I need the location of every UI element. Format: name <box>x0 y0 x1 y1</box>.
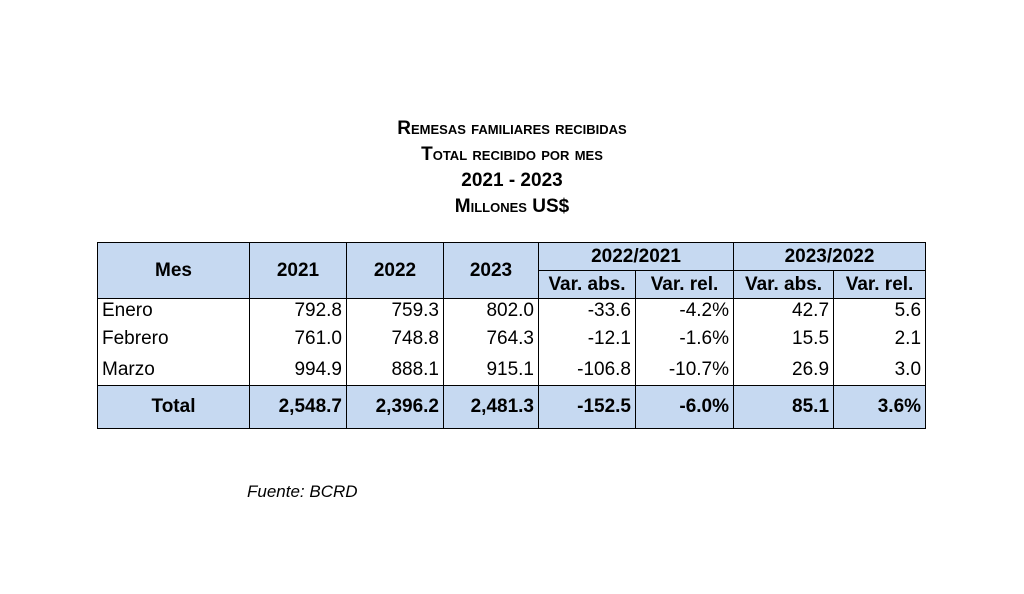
title-line-2: Total recibido por mes <box>421 144 603 165</box>
row-month: Marzo <box>97 354 250 386</box>
table-row: Enero 792.8 759.3 802.0 -33.6 -4.2% 42.7… <box>97 298 927 323</box>
cell-2021: 994.9 <box>249 354 347 386</box>
header-var-rel-2: Var. rel. <box>833 270 927 299</box>
cell-2023: 915.1 <box>443 354 539 386</box>
cell-abs-2: 15.5 <box>733 323 835 354</box>
cell-rel-2: 2.1 <box>833 323 927 354</box>
total-2021: 2,548.7 <box>249 385 347 429</box>
total-2023: 2,481.3 <box>443 385 539 429</box>
cell-rel-2: 5.6 <box>833 298 927 323</box>
header-var-rel-1: Var. rel. <box>634 270 735 299</box>
row-month: Febrero <box>97 323 250 354</box>
total-2022: 2,396.2 <box>346 385 444 429</box>
header-2021: 2021 <box>249 242 347 299</box>
row-month: Enero <box>97 298 250 323</box>
total-label: Total <box>97 385 250 429</box>
total-abs-2: 85.1 <box>733 385 835 429</box>
total-rel-2: 3.6% <box>833 385 927 429</box>
header-group-2023-2022: 2023/2022 <box>733 242 927 271</box>
header-var-abs-2: Var. abs. <box>733 270 835 299</box>
table-row: Febrero 761.0 748.8 764.3 -12.1 -1.6% 15… <box>97 323 927 354</box>
cell-2022: 888.1 <box>346 354 444 386</box>
table-title-block: Remesas familiares recibidas Total recib… <box>0 116 1024 220</box>
header-var-abs-1: Var. abs. <box>538 270 636 299</box>
header-group-2022-2021: 2022/2021 <box>537 242 735 271</box>
source-note: Fuente: BCRD <box>247 482 358 501</box>
cell-2022: 748.8 <box>346 323 444 354</box>
cell-abs-2: 26.9 <box>733 354 835 386</box>
cell-rel-2: 3.0 <box>833 354 927 386</box>
total-abs-1: -152.5 <box>538 385 636 429</box>
header-row-2: Var. abs. Var. rel. Var. abs. Var. rel. <box>98 270 927 299</box>
title-line-1: Remesas familiares recibidas <box>397 118 627 139</box>
cell-rel-1: -4.2% <box>635 298 735 323</box>
cell-2021: 792.8 <box>249 298 347 323</box>
cell-2023: 764.3 <box>443 323 539 354</box>
cell-rel-1: -1.6% <box>635 323 735 354</box>
header-2023: 2023 <box>443 242 539 299</box>
header-mes: Mes <box>97 242 250 299</box>
total-rel-1: -6.0% <box>634 385 735 429</box>
header-row-1: Mes 2021 2022 2023 2022/2021 2023/2022 <box>97 242 927 299</box>
cell-2021: 761.0 <box>249 323 347 354</box>
table-row: Marzo 994.9 888.1 915.1 -106.8 -10.7% 26… <box>97 354 927 386</box>
cell-abs-1: -106.8 <box>538 354 636 386</box>
cell-abs-1: -33.6 <box>538 298 636 323</box>
title-line-3: 2021 - 2023 <box>461 170 563 191</box>
title-line-4: Millones US$ <box>454 196 570 217</box>
cell-2022: 759.3 <box>346 298 444 323</box>
total-row: Total 2,548.7 2,396.2 2,481.3 -152.5 -6.… <box>97 385 927 429</box>
cell-abs-1: -12.1 <box>538 323 636 354</box>
header-2022: 2022 <box>346 242 444 299</box>
remittances-table: Mes 2021 2022 2023 2022/2021 2023/2022 V… <box>97 242 927 429</box>
cell-rel-1: -10.7% <box>635 354 735 386</box>
cell-2023: 802.0 <box>443 298 539 323</box>
cell-abs-2: 42.7 <box>733 298 835 323</box>
